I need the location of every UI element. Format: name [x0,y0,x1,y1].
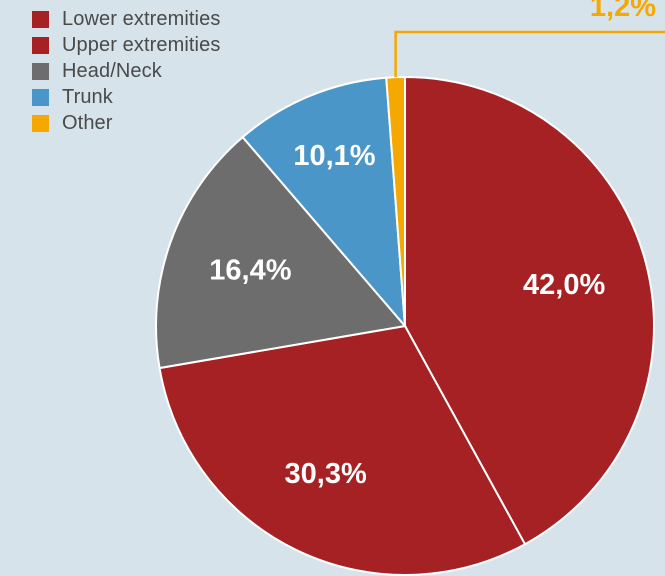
legend-item-trunk: Trunk [32,84,220,110]
legend-swatch [32,88,49,106]
slice-value-label: 1,2% [590,0,656,23]
pie-slice-head-neck [155,135,407,370]
slice-value-label: 42,0% [523,269,605,301]
other-callout: 1,2% [394,0,665,78]
pie-slices [155,75,655,576]
slice-value-label: 30,3% [285,458,367,490]
legend-item-lower-extremities: Lower extremities [32,6,220,32]
pie-slice-lower-extremities [404,75,655,546]
legend-label: Lower extremities [62,7,221,30]
callout-line [394,30,665,78]
legend-item-upper-extremities: Upper extremities [32,32,220,58]
slice-labels: 42,0% 30,3% 16,4% 10,1% [209,140,605,490]
legend-item-other: Other [32,110,220,136]
pie-slice-trunk [241,76,407,329]
legend-swatch [32,62,49,80]
slice-value-label: 10,1% [293,140,375,172]
slice-value-label: 16,4% [209,254,291,286]
legend-label: Trunk [62,85,113,108]
pie-slice-upper-extremities [158,324,527,576]
legend: Lower extremities Upper extremities Head… [32,6,220,136]
legend-label: Head/Neck [62,59,162,82]
legend-label: Upper extremities [62,33,221,56]
legend-swatch [32,114,49,132]
legend-swatch [32,10,49,28]
legend-label: Other [62,111,113,134]
legend-item-head-neck: Head/Neck [32,58,220,84]
legend-swatch [32,36,49,54]
